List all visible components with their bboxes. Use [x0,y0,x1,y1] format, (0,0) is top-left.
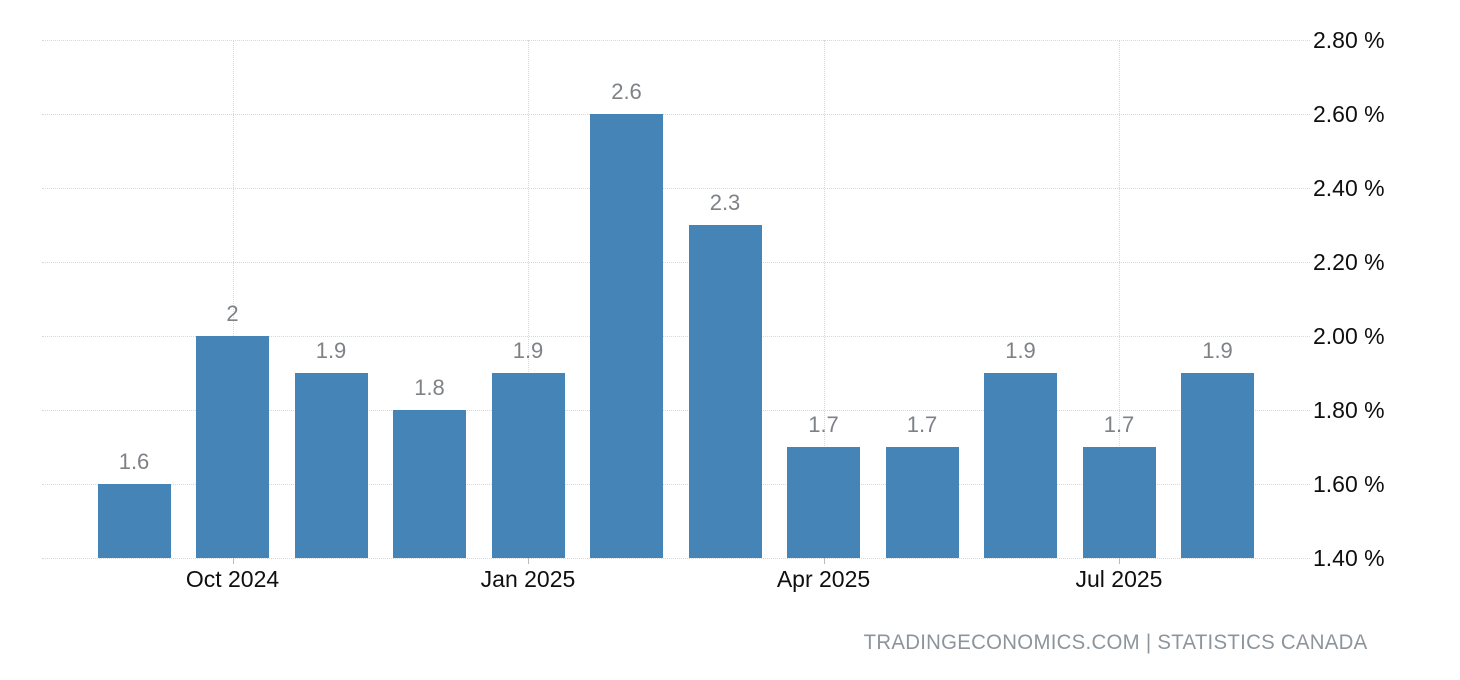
bar-jun-2025[interactable] [984,373,1057,558]
bar-value-label: 2.3 [709,190,741,215]
y-gridline [42,188,1310,189]
bar-value-label: 1.9 [1202,338,1233,363]
x-gridline [528,40,529,558]
y-gridline [42,336,1310,337]
bar-value-label: 1.7 [906,412,938,437]
y-gridline [42,114,1310,115]
y-gridline [42,262,1310,263]
bar-value-label: 1.9 [315,338,347,363]
y-axis-tick-label: 1.60 % [1313,471,1385,497]
bar-value-label: 1.9 [1005,338,1036,363]
x-axis-tick-label: Apr 2025 [776,566,871,592]
y-axis-tick-label: 2.40 % [1313,175,1385,201]
bar-dec-2024[interactable] [393,410,466,558]
bar-value-label: 1.7 [808,412,839,437]
x-axis-tick [232,558,234,564]
bar-mar-2025[interactable] [688,225,762,558]
x-gridline [232,40,234,558]
bar-value-label: 1.7 [1103,412,1135,437]
bar-feb-2025[interactable] [590,114,663,558]
bar-jul-2025[interactable] [1082,447,1156,558]
x-axis-tick-label: Oct 2024 [185,566,280,592]
y-gridline [42,410,1310,411]
bar-value-label: 1.6 [118,449,150,474]
bar-value-label: 2.6 [611,79,642,104]
x-axis-tick-label: Jul 2025 [1075,566,1163,592]
bar-jan-2025[interactable] [491,373,565,558]
bar-apr-2025[interactable] [787,447,860,558]
y-axis-tick-label: 2.80 % [1313,27,1385,53]
bar-oct-2024[interactable] [196,336,269,558]
x-gridline [1119,40,1120,558]
y-gridline [42,40,1310,41]
x-axis-tick [1119,558,1120,564]
x-gridline [823,40,825,558]
bar-aug-2025[interactable] [1181,373,1254,558]
bar-sep-2024[interactable] [97,484,171,558]
y-axis-tick-label: 1.80 % [1313,397,1385,423]
bar-value-label: 1.9 [512,338,544,363]
y-gridline [42,484,1310,485]
y-axis-tick-label: 2.60 % [1313,101,1385,127]
bar-may-2025[interactable] [885,447,959,558]
x-axis-tick-label: Jan 2025 [480,566,576,592]
y-axis-tick-label: 2.00 % [1313,323,1385,349]
y-gridline [42,558,1310,559]
bar-value-label: 1.8 [414,375,445,400]
x-axis-tick [823,558,825,564]
bar-value-label: 2 [226,301,239,326]
x-axis-tick [528,558,529,564]
y-axis-tick-label: 1.40 % [1313,545,1385,571]
y-axis-tick-label: 2.20 % [1313,249,1385,275]
chart-attribution: TRADINGECONOMICS.COM | STATISTICS CANADA [864,631,1368,654]
bar-nov-2024[interactable] [294,373,368,558]
